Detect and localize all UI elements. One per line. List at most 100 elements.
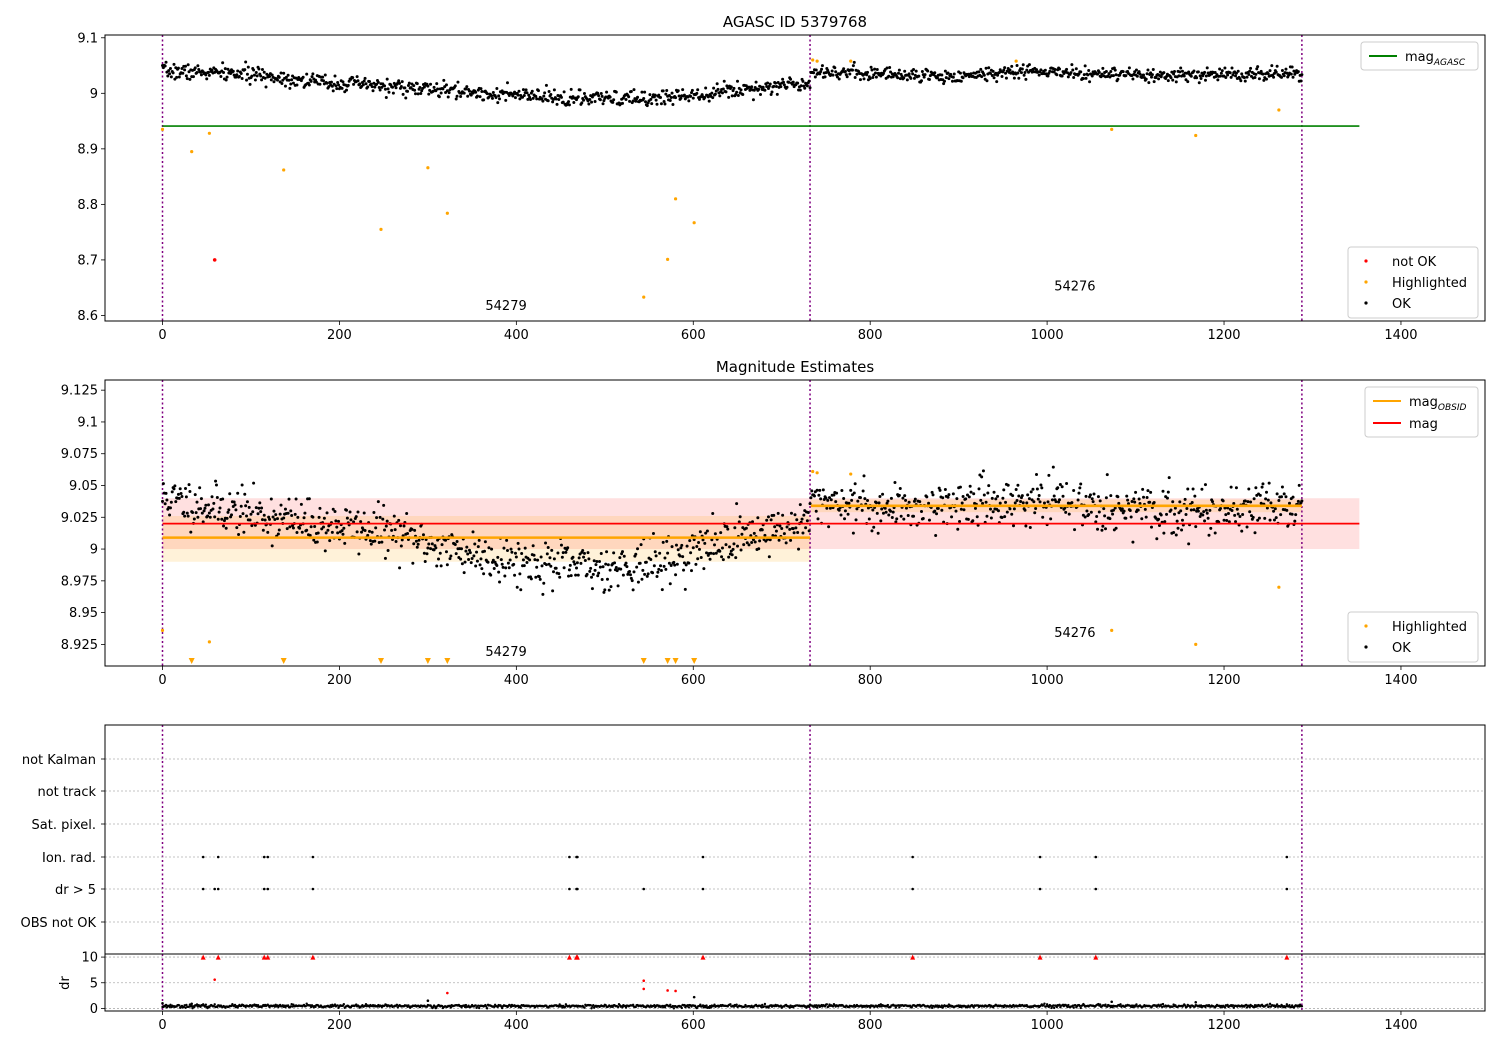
y-tick-label: 0 [90, 1002, 98, 1017]
ok-point [1270, 64, 1274, 68]
ok-point [575, 561, 579, 565]
ok-point [288, 86, 292, 90]
ok-point [235, 73, 239, 77]
highlighted-point [160, 628, 165, 633]
ok-point [369, 542, 373, 546]
ok-point [719, 531, 723, 535]
ok-point [958, 520, 962, 524]
ok-point [315, 540, 319, 544]
ok-point [1213, 71, 1217, 75]
ok-point [474, 90, 478, 94]
dr-ok-point [1052, 1006, 1056, 1010]
ok-point [943, 488, 947, 492]
ok-point [316, 531, 320, 535]
ok-point [1261, 72, 1265, 76]
ok-point [255, 74, 259, 78]
ok-point [782, 83, 786, 87]
ok-point [1280, 75, 1284, 79]
ok-point [1195, 76, 1199, 80]
flag-category-label: Sat. pixel. [32, 818, 96, 833]
flag-point [201, 887, 205, 891]
ok-point [758, 539, 762, 543]
ok-point [629, 90, 633, 94]
ok-point [1096, 527, 1100, 531]
ok-point [280, 81, 284, 85]
ok-point [980, 75, 984, 79]
ok-point [977, 487, 981, 491]
ok-point [594, 563, 598, 567]
ok-point [682, 561, 686, 565]
y-tick-label: 8.9 [77, 142, 98, 157]
ok-point [416, 542, 420, 546]
ok-point [1108, 517, 1112, 521]
ok-point [774, 529, 778, 533]
ok-point [283, 507, 287, 511]
ok-point [282, 516, 286, 520]
ok-point [483, 540, 487, 544]
dr-ok-point [709, 1006, 713, 1009]
ok-point [198, 486, 202, 490]
dr-ok-point [289, 1005, 292, 1008]
x-tick-label: 1200 [1207, 1018, 1240, 1033]
ok-point [772, 84, 776, 88]
ok-point [1274, 70, 1278, 74]
ok-point [1092, 492, 1096, 496]
ok-point [599, 91, 603, 95]
ok-point [912, 499, 916, 503]
ok-point [172, 487, 176, 491]
ok-point [504, 98, 508, 102]
flag-point [568, 855, 571, 859]
ok-point [1000, 74, 1004, 78]
ok-point [466, 552, 470, 556]
ok-point [967, 75, 971, 79]
ok-point [286, 73, 290, 77]
ok-point [422, 551, 426, 555]
ok-point [490, 96, 494, 100]
ok-point [1213, 531, 1217, 535]
ok-point [199, 507, 203, 511]
ok-point [1017, 76, 1021, 80]
ok-point [1107, 72, 1111, 76]
dr-ok-point [592, 1003, 595, 1007]
ok-point [867, 517, 871, 521]
ok-point [643, 90, 647, 94]
ok-point [179, 491, 183, 495]
ok-point [824, 71, 828, 75]
ok-point [1095, 515, 1099, 519]
ok-point [502, 546, 506, 550]
ok-point [168, 67, 172, 71]
ok-point [590, 95, 594, 99]
ok-point [888, 65, 892, 69]
obsid-label: 54276 [1054, 626, 1095, 641]
ok-point [184, 64, 187, 68]
ok-point [495, 564, 499, 568]
dr-ok-point [760, 1005, 763, 1009]
ok-point [598, 560, 601, 564]
ok-point [595, 560, 599, 564]
ok-point [415, 82, 419, 86]
dr-ok-point [1266, 1003, 1269, 1006]
ok-point [334, 519, 338, 523]
ok-point [713, 543, 716, 547]
ok-point [642, 96, 646, 100]
ok-point [492, 567, 496, 571]
ok-point [478, 95, 482, 99]
ok-point [1058, 482, 1062, 486]
ok-point [883, 506, 887, 510]
ok-point [429, 547, 433, 551]
dr-ok-point [868, 1006, 872, 1009]
ok-point [291, 524, 295, 528]
flag-point [576, 855, 579, 859]
ok-point [533, 558, 537, 562]
ok-point [556, 551, 560, 555]
ok-point [912, 514, 916, 518]
ok-point [164, 60, 168, 64]
ok-point [236, 491, 240, 495]
ok-point [1198, 515, 1202, 519]
ok-point [459, 94, 463, 98]
ok-point [1186, 487, 1190, 491]
ok-point [202, 509, 206, 513]
ok-point [266, 530, 270, 534]
ok-point [885, 501, 889, 505]
